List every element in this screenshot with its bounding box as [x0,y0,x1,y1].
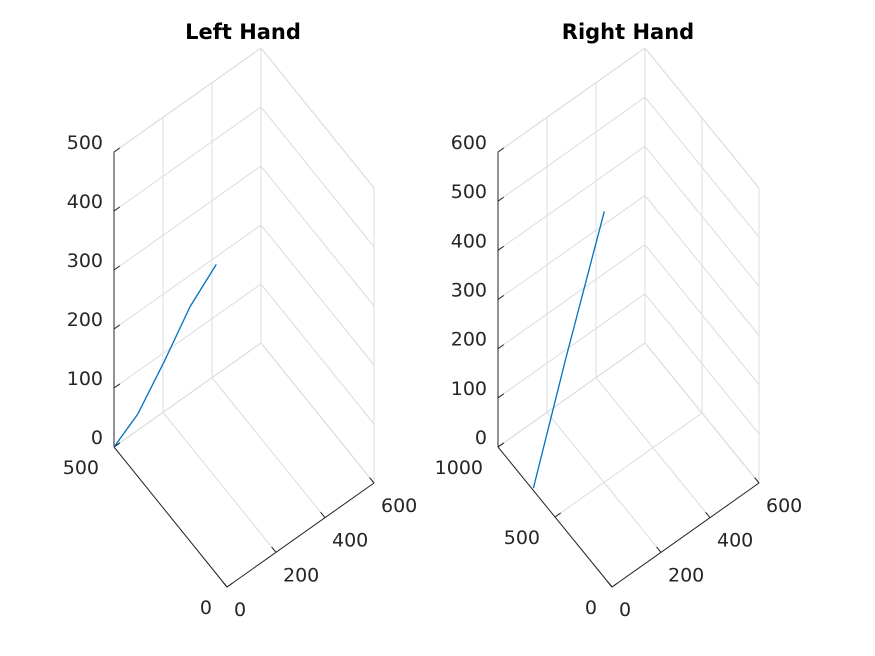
z-tick-label-500: 500 [451,181,487,203]
x-tick-mark [754,477,760,484]
z-tick-label-100: 100 [67,368,103,390]
z-tick-label-300: 300 [451,280,487,302]
x-tick-mark [705,511,711,518]
top-back-edges [497,47,760,189]
y-gridline [113,48,262,448]
x-tick-mark [271,546,277,553]
y-tick-mark [611,582,619,588]
z-tick-mark [497,393,505,399]
left-hand-axes: 0 200 400 600 0 500 0 100 200 300 400 500 Left Hand [63,20,418,621]
z-gridline [497,47,760,189]
z-tick-mark [497,245,505,251]
x-tick-label-0: 0 [619,599,631,621]
z-gridline [497,145,760,287]
y-tick-label-0: 0 [200,597,212,619]
z-gridline [113,106,375,248]
x-tick-label-400: 400 [717,530,753,552]
z-tick-mark [497,295,505,300]
x-gridline [162,117,277,553]
z-tick-label-600: 600 [451,132,487,154]
x-gridline [211,82,326,519]
x-axis [611,482,760,588]
x-tick-label-600: 600 [381,495,417,517]
z-tick-mark [497,442,505,448]
y-tick-label-500: 500 [504,527,540,549]
y-gridline [554,118,703,518]
z-gridline [497,194,760,336]
z-tick-label-200: 200 [67,309,103,331]
right-hand-axes: 0 200 400 600 0 500 1000 0 100 200 300 400 500 600 Rig… [435,20,803,621]
x-tick-mark [222,581,228,588]
series-line-1 [113,264,217,448]
y-gridline [497,48,646,448]
z-tick-label-100: 100 [451,378,487,400]
z-tick-mark [497,196,505,202]
z-tick-label-400: 400 [451,230,487,252]
z-tick-label-0: 0 [475,427,487,449]
z-gridline [497,342,760,484]
z-tick-label-400: 400 [67,191,103,213]
z-gridline [113,283,375,425]
y-axis [113,446,228,588]
z-tick-mark [497,344,505,350]
x-tick-label-600: 600 [766,495,802,517]
z-tick-mark [113,206,121,212]
x-tick-mark [320,511,326,518]
floor-back-edges [497,342,760,484]
chart-title: Right Hand [562,20,694,44]
y-gridline [226,188,375,588]
x-tick-label-200: 200 [668,564,704,586]
x-tick-label-0: 0 [234,599,246,621]
z-tick-label-0: 0 [91,427,103,449]
z-tick-label-500: 500 [67,132,103,154]
y-gridline [611,188,760,588]
x-tick-mark [369,477,375,484]
y-tick-label-0: 0 [585,597,597,619]
z-gridline [113,342,375,484]
x-gridline [113,152,228,588]
x-axis [226,482,375,588]
z-tick-mark [113,383,121,389]
x-tick-label-200: 200 [283,564,319,586]
y-tick-label-1000: 1000 [435,457,483,479]
x-gridline [595,82,711,519]
z-gridline [113,224,375,366]
z-tick-label-200: 200 [451,329,487,351]
floor-back-edges [113,342,375,484]
y-tick-mark [226,582,234,588]
chart-title: Left Hand [185,20,301,44]
x-tick-label-400: 400 [332,530,368,552]
z-gridline [497,96,760,238]
x-gridline [260,48,375,484]
z-tick-mark [497,147,505,153]
z-tick-mark [113,265,121,271]
x-gridline [497,152,613,588]
series-line-1 [532,211,605,489]
top-back-edges [113,47,375,189]
z-tick-mark [113,324,121,330]
z-gridline [497,293,760,435]
y-tick-label-500: 500 [63,457,99,479]
x-tick-mark [656,546,662,553]
y-tick-mark [554,512,562,518]
z-tick-mark [113,147,121,153]
z-gridline [113,47,375,189]
z-tick-label-300: 300 [67,250,103,272]
x-tick-mark [607,581,613,588]
z-gridline [113,165,375,307]
x-gridline [546,117,662,553]
z-gridline [497,244,760,386]
